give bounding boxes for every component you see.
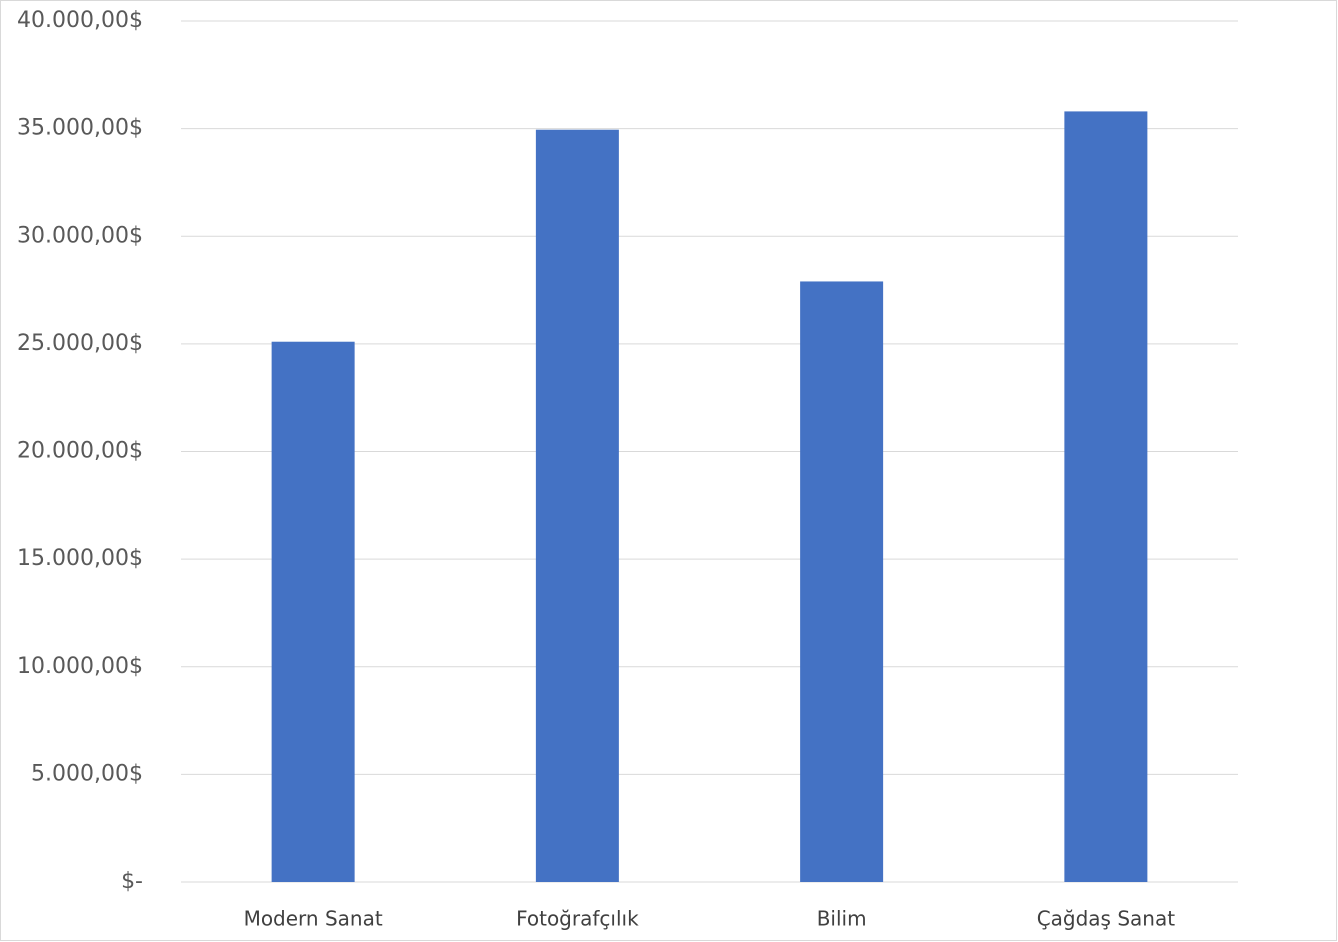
x-tick-label: Çağdaş Sanat — [1037, 907, 1176, 931]
bar — [800, 281, 884, 882]
y-tick-label: 35.000,00$ — [17, 116, 143, 141]
bar — [1064, 111, 1148, 882]
x-tick-label: Fotoğrafçılık — [516, 907, 639, 931]
x-tick-label: Bilim — [817, 907, 867, 931]
y-tick-label: 10.000,00$ — [17, 654, 143, 679]
bar — [271, 341, 355, 882]
y-tick-label: 25.000,00$ — [17, 331, 143, 356]
y-tick-label: 5.000,00$ — [31, 761, 143, 786]
y-tick-label: 40.000,00$ — [17, 8, 143, 33]
x-tick-label: Modern Sanat — [244, 907, 383, 931]
bar — [535, 129, 619, 883]
y-tick-label: 20.000,00$ — [17, 439, 143, 464]
y-tick-label: 30.000,00$ — [17, 223, 143, 248]
y-tick-label: 15.000,00$ — [17, 546, 143, 571]
y-tick-label: $- — [121, 869, 143, 894]
